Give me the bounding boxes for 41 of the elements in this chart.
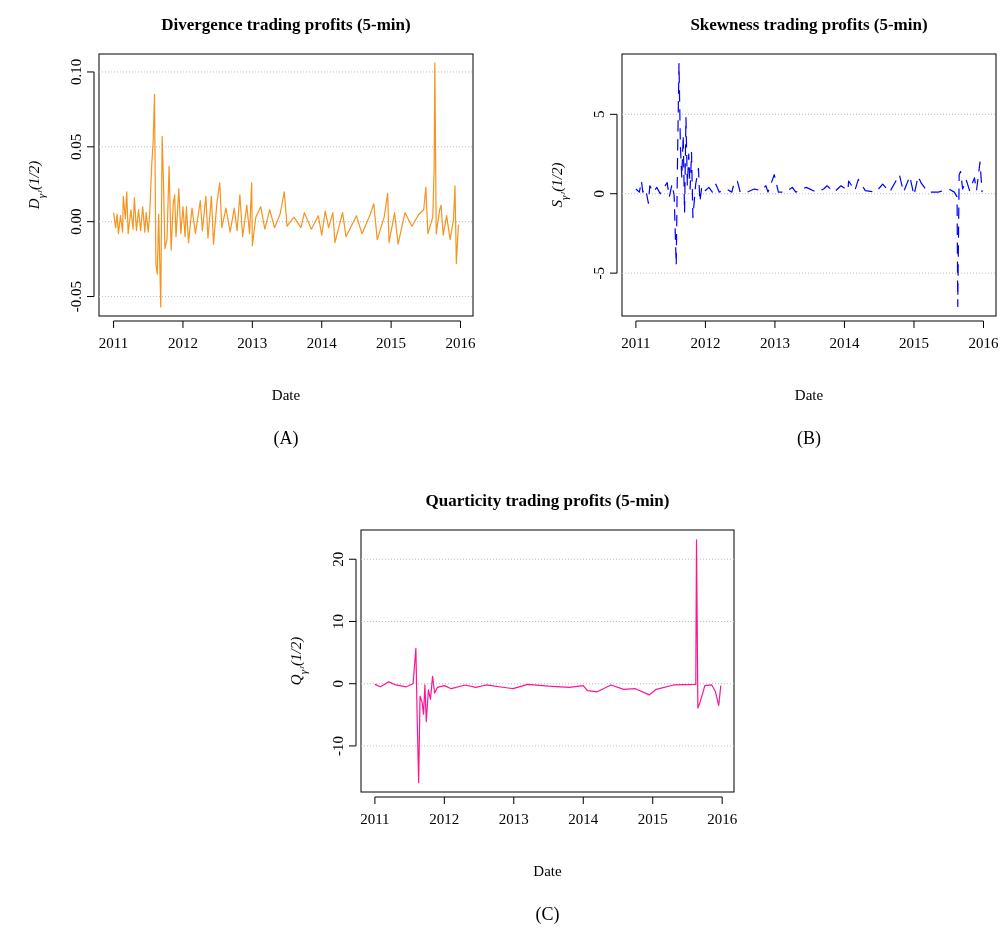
x-tick-label: 2011: [621, 335, 651, 351]
y-tick-label: 5: [591, 110, 607, 119]
line-series: [635, 62, 983, 308]
line-series: [374, 539, 722, 784]
x-tick-label: 2013: [759, 335, 790, 351]
x-tick-label: 2014: [306, 335, 338, 351]
y-tick-label: 20: [330, 551, 346, 567]
y-tick-label: 0.00: [68, 208, 84, 235]
x-tick-label: 2014: [829, 335, 860, 351]
x-tick-label: 2015: [898, 335, 929, 351]
y-tick-label: 0.10: [68, 58, 84, 86]
chart-title: Skewness trading profits (5-min): [690, 15, 928, 34]
x-tick-label: 2015: [637, 811, 668, 827]
x-tick-label: 2012: [690, 335, 721, 351]
chart-title: Quarticity trading profits (5-min): [425, 491, 670, 510]
y-tick-label: 0.05: [68, 133, 84, 160]
x-tick-label: 2014: [568, 811, 599, 827]
text: (C): [535, 904, 560, 925]
y-tick-label: -5: [591, 266, 607, 280]
x-axis-title: Date: [271, 387, 301, 403]
text: (B): [797, 428, 821, 449]
y-tick-label: -0.05: [68, 280, 84, 313]
text: (A): [273, 428, 299, 449]
x-tick-label: 2013: [237, 335, 268, 351]
x-axis-title: Date: [533, 863, 562, 879]
x-tick-label: 2011: [98, 335, 129, 351]
y-tick-label: 10: [330, 613, 346, 629]
x-tick-label: 2011: [360, 811, 390, 827]
x-tick-label: 2016: [707, 811, 738, 827]
y-tick-label: -10: [330, 735, 346, 756]
x-tick-label: 2016: [445, 335, 477, 351]
chart-title: Divergence trading profits (5-min): [161, 15, 411, 34]
x-tick-label: 2013: [498, 811, 529, 827]
x-tick-label: 2012: [429, 811, 460, 827]
line-series: [112, 62, 460, 308]
x-axis-title: Date: [794, 387, 824, 403]
y-tick-label: 0: [330, 679, 346, 688]
x-tick-label: 2016: [968, 335, 999, 351]
y-tick-label: 0: [591, 189, 607, 198]
x-tick-label: 2015: [376, 335, 407, 351]
x-tick-label: 2012: [167, 335, 198, 351]
